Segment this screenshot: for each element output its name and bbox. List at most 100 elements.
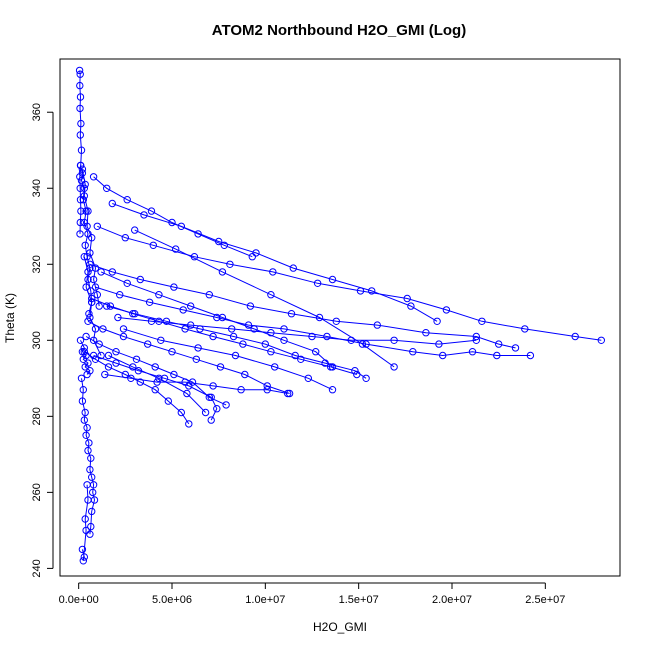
- data-point: [231, 351, 240, 360]
- data-point: [328, 275, 337, 284]
- data-point: [153, 378, 161, 386]
- data-point: [79, 196, 88, 204]
- data-point: [136, 378, 145, 386]
- data-point: [91, 283, 100, 291]
- series-13: [84, 317, 294, 398]
- data-point: [373, 321, 381, 329]
- data-point: [271, 363, 279, 371]
- data-point: [82, 283, 90, 291]
- data-point: [91, 264, 100, 272]
- y-axis-label: Theta (K): [3, 293, 17, 343]
- data-point: [147, 207, 156, 215]
- data-point: [89, 488, 97, 497]
- series-line: [108, 355, 206, 413]
- data-point: [332, 317, 340, 325]
- data-point: [439, 351, 447, 360]
- series-line: [81, 169, 100, 307]
- data-point: [164, 397, 173, 405]
- data-point: [78, 348, 87, 356]
- series-19: [108, 199, 441, 325]
- data-point: [86, 260, 94, 268]
- data-point: [472, 336, 480, 344]
- data-point: [187, 302, 195, 310]
- series-line: [100, 271, 333, 368]
- series-8: [89, 173, 257, 261]
- data-point: [145, 298, 154, 306]
- data-point: [291, 351, 299, 360]
- data-point: [218, 313, 227, 322]
- data-point: [237, 386, 245, 394]
- series-line: [81, 378, 96, 535]
- series-line: [106, 305, 367, 379]
- data-point: [88, 234, 96, 242]
- data-point: [131, 310, 139, 318]
- data-point: [177, 222, 186, 231]
- data-point: [170, 283, 178, 291]
- data-point: [136, 275, 145, 284]
- data-point: [84, 317, 92, 325]
- data-point: [84, 268, 92, 276]
- series-line: [95, 286, 531, 357]
- data-point: [81, 241, 89, 250]
- data-point: [351, 367, 359, 375]
- data-point: [229, 332, 238, 341]
- data-point: [151, 363, 159, 371]
- data-point: [179, 306, 187, 314]
- data-point: [213, 405, 221, 413]
- data-point: [76, 230, 84, 238]
- data-point: [252, 249, 260, 257]
- data-point: [407, 302, 415, 310]
- data-point: [76, 184, 84, 193]
- data-point: [79, 355, 88, 363]
- data-point: [81, 363, 89, 371]
- data-point: [313, 279, 322, 287]
- data-point: [269, 268, 277, 276]
- data-point: [108, 268, 117, 276]
- data-point: [84, 496, 92, 504]
- data-point: [76, 70, 84, 78]
- data-point: [207, 393, 215, 401]
- data-point: [82, 207, 90, 215]
- data-point: [241, 370, 249, 379]
- data-point: [103, 302, 111, 310]
- series-line: [97, 225, 602, 341]
- data-point: [89, 336, 98, 344]
- data-point: [312, 348, 320, 356]
- data-point: [213, 313, 221, 322]
- y-tick-label: 260: [31, 483, 43, 501]
- data-point: [263, 382, 271, 390]
- data-point: [81, 515, 89, 523]
- data-point: [185, 420, 193, 428]
- data-point: [83, 222, 91, 231]
- data-point: [104, 363, 113, 371]
- data-point: [80, 253, 89, 261]
- series-line: [87, 320, 290, 394]
- data-point: [144, 340, 152, 348]
- series-4: [80, 253, 105, 360]
- data-point: [183, 389, 191, 398]
- data-point: [89, 275, 98, 284]
- series-line: [117, 317, 477, 345]
- data-point: [76, 104, 84, 113]
- data-point: [104, 351, 113, 360]
- data-point: [140, 211, 148, 219]
- data-point: [77, 207, 85, 215]
- series-line: [104, 374, 288, 394]
- data-point: [108, 199, 117, 208]
- series-7: [78, 481, 92, 565]
- series-line: [123, 328, 333, 391]
- x-axis-label: H2O_GMI: [313, 620, 367, 634]
- x-tick-label: 0.0e+00: [59, 594, 99, 606]
- data-point: [84, 207, 92, 215]
- series-14: [82, 332, 230, 409]
- data-point: [86, 249, 94, 257]
- data-point: [112, 359, 120, 367]
- data-point: [147, 317, 156, 325]
- data-point: [129, 363, 137, 371]
- data-point: [88, 507, 96, 516]
- data-point: [263, 386, 271, 394]
- data-point: [82, 526, 90, 535]
- data-point: [170, 370, 178, 379]
- data-point: [83, 481, 91, 489]
